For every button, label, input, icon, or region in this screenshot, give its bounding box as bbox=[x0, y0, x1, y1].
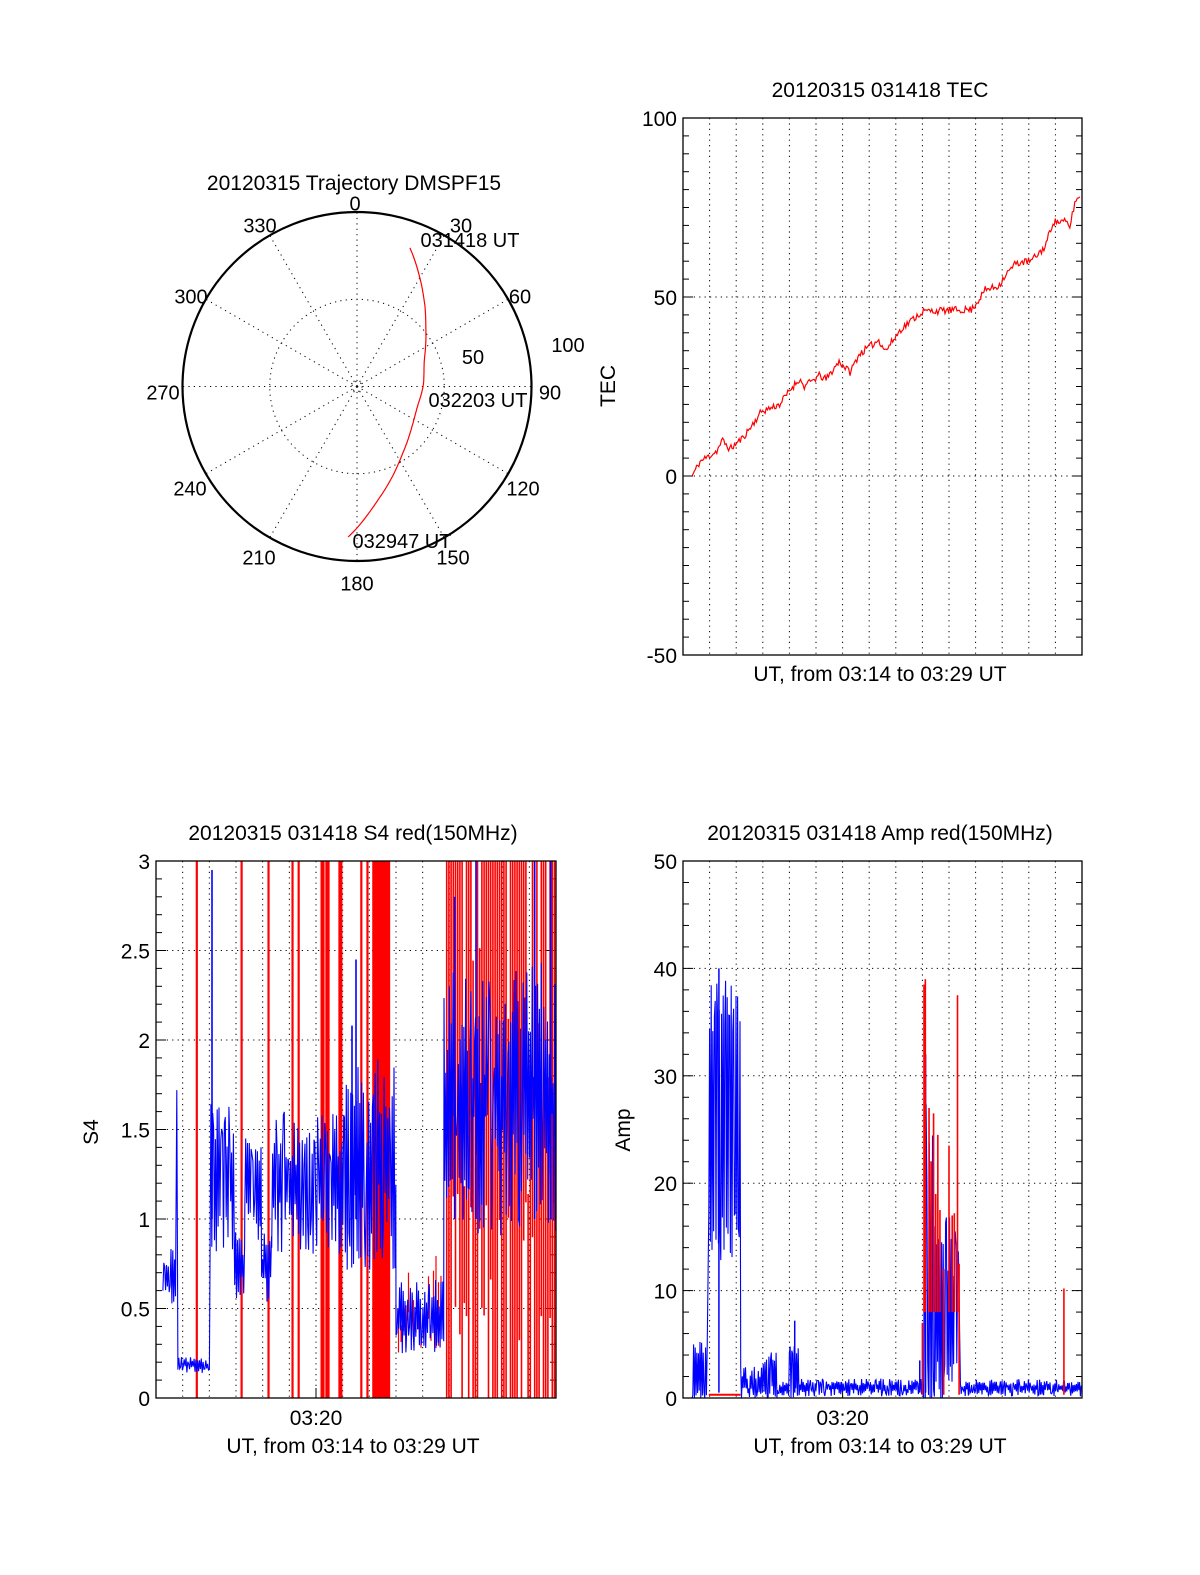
polar-spoke bbox=[356, 298, 509, 387]
polar-angle-labels: 0 30 60 90 120 150 180 210 240 270 300 330 bbox=[146, 194, 561, 596]
s4-tick-labels: 3 2.5 2 1.5 1 0.5 0 03:20 bbox=[121, 851, 342, 1430]
s4-y-tick-label: 2.5 bbox=[121, 941, 150, 964]
amp-grid bbox=[683, 861, 1082, 1398]
polar-angle-label: 150 bbox=[436, 548, 469, 570]
tec-title: 20120315 031418 TEC bbox=[772, 79, 989, 102]
polar-angle-label: 120 bbox=[506, 479, 539, 501]
polar-center-circle bbox=[351, 381, 363, 392]
amp-y-axis-label: Amp bbox=[612, 1108, 635, 1151]
s4-title: 20120315 031418 S4 red(150MHz) bbox=[188, 822, 517, 845]
amp-blue-series-line bbox=[691, 980, 1082, 1399]
s4-y-tick-label: 1 bbox=[138, 1209, 150, 1232]
s4-plot-frame bbox=[155, 860, 557, 1399]
tec-grid bbox=[683, 118, 1082, 655]
polar-radial-labels: 50 100 bbox=[462, 335, 585, 369]
amp-y-tick-label: 20 bbox=[654, 1173, 677, 1196]
amp-y-tick-label: 50 bbox=[654, 851, 677, 874]
amp-tick-labels: 50 40 30 20 10 0 03:20 bbox=[654, 851, 869, 1430]
s4-y-tick-label: 0 bbox=[138, 1388, 150, 1411]
s4-chart: 20120315 031418 S4 red(150MHz) UT, from … bbox=[80, 822, 557, 1458]
tec-y-tick-label: -50 bbox=[647, 645, 677, 668]
s4-x-tick-label: 03:20 bbox=[290, 1407, 343, 1430]
tec-data bbox=[691, 196, 1081, 477]
trajectory-polar-chart: 20120315 Trajectory DMSPF15 0 30 60 90 120 15… bbox=[146, 172, 584, 596]
amp-y-tick-label: 0 bbox=[665, 1388, 677, 1411]
tec-ticks bbox=[683, 117, 1082, 656]
tec-tick-labels: 100 50 0 -50 bbox=[642, 108, 677, 668]
polar-angle-label: 330 bbox=[243, 216, 276, 238]
tec-y-axis-label: TEC bbox=[597, 365, 620, 407]
polar-radial-label: 100 bbox=[551, 335, 584, 357]
polar-spoke bbox=[356, 235, 445, 387]
s4-y-tick-label: 0.5 bbox=[121, 1299, 150, 1322]
polar-spoke bbox=[356, 386, 445, 538]
s4-y-tick-label: 1.5 bbox=[121, 1120, 150, 1143]
trajectory-time-annotation: 032203 UT bbox=[429, 390, 528, 412]
tec-y-tick-label: 50 bbox=[654, 287, 677, 310]
polar-angle-label: 90 bbox=[539, 383, 561, 405]
polar-annotations: 031418 UT 032203 UT 032947 UT bbox=[353, 230, 528, 553]
polar-angle-label: 30 bbox=[450, 216, 472, 238]
trajectory-time-annotation: 031418 UT bbox=[421, 230, 520, 252]
s4-blue-series-line bbox=[162, 962, 557, 1373]
amp-y-tick-label: 30 bbox=[654, 1066, 677, 1089]
tec-y-tick-label: 0 bbox=[665, 466, 677, 489]
polar-angle-label: 240 bbox=[173, 479, 206, 501]
polar-outer-circle bbox=[181, 210, 533, 563]
trajectory-time-annotation: 032947 UT bbox=[353, 531, 452, 553]
tec-series-line bbox=[691, 196, 1081, 477]
s4-y-tick-label: 3 bbox=[138, 851, 150, 874]
polar-angle-label: 60 bbox=[509, 287, 531, 309]
tec-y-tick-label: 100 bbox=[642, 108, 677, 131]
tec-x-axis-label: UT, from 03:14 to 03:29 UT bbox=[753, 663, 1006, 686]
polar-angle-label: 180 bbox=[340, 574, 373, 596]
polar-radial-label: 50 bbox=[462, 347, 484, 369]
tec-plot-frame bbox=[682, 117, 1083, 656]
s4-data bbox=[162, 861, 557, 1398]
polar-spoke bbox=[205, 298, 358, 387]
polar-angle-label: 300 bbox=[174, 287, 207, 309]
amp-chart: 20120315 031418 Amp red(150MHz) UT, from… bbox=[612, 822, 1083, 1458]
s4-y-tick-label: 2 bbox=[138, 1030, 150, 1053]
amp-x-axis-label: UT, from 03:14 to 03:29 UT bbox=[753, 1435, 1006, 1458]
amp-ticks bbox=[683, 860, 1082, 1399]
amp-y-tick-label: 40 bbox=[654, 958, 677, 981]
polar-angle-label: 270 bbox=[146, 383, 179, 405]
trajectory-line bbox=[347, 247, 427, 538]
amp-x-tick-label: 03:20 bbox=[816, 1407, 869, 1430]
s4-y-axis-label: S4 bbox=[80, 1119, 103, 1145]
polar-trajectory bbox=[347, 247, 427, 538]
amp-data bbox=[691, 968, 1082, 1399]
polar-grid bbox=[181, 210, 533, 563]
polar-spoke bbox=[269, 235, 358, 387]
tec-chart: 20120315 031418 TEC UT, from 03:14 to 03… bbox=[597, 79, 1083, 686]
amp-y-tick-label: 10 bbox=[654, 1281, 677, 1304]
polar-angle-label: 210 bbox=[242, 548, 275, 570]
s4-x-axis-label: UT, from 03:14 to 03:29 UT bbox=[226, 1435, 479, 1458]
polar-spoke bbox=[205, 386, 358, 475]
trajectory-title: 20120315 Trajectory DMSPF15 bbox=[207, 172, 501, 195]
polar-angle-label: 0 bbox=[349, 194, 360, 216]
amp-plot-frame bbox=[682, 860, 1083, 1399]
polar-spoke bbox=[269, 386, 358, 538]
polar-spoke bbox=[356, 386, 509, 475]
amp-title: 20120315 031418 Amp red(150MHz) bbox=[707, 822, 1053, 845]
